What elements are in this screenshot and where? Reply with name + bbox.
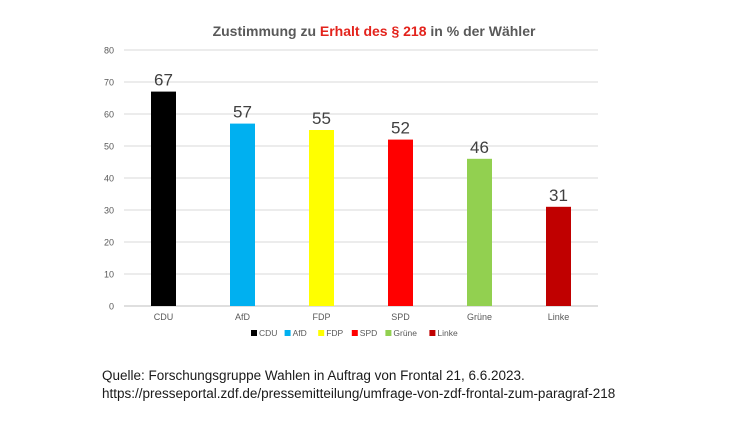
legend-label: AfD: [293, 328, 307, 338]
legend-swatch: [351, 330, 358, 336]
y-tick-label: 20: [104, 238, 114, 248]
bar-linke: [546, 206, 571, 306]
legend-label: Grüne: [393, 328, 417, 338]
y-tick-label: 40: [104, 174, 114, 184]
y-tick-label: 70: [104, 78, 114, 88]
bar-grüne: [467, 158, 492, 306]
legend-swatch: [251, 330, 257, 336]
legend-swatch: [284, 330, 291, 336]
source-note: Quelle: Forschungsgruppe Wahlen in Auftr…: [102, 367, 615, 403]
legend-label: FDP: [326, 328, 343, 338]
x-tick-label: SPD: [391, 312, 410, 322]
y-tick-label: 10: [104, 270, 114, 280]
x-tick-label: Grüne: [467, 312, 492, 322]
legend-label: CDU: [259, 328, 277, 338]
x-tick-label: AfD: [235, 312, 251, 322]
legend-label: Linke: [437, 328, 458, 338]
bar-afd: [230, 123, 255, 306]
bar-cdu: [151, 91, 176, 306]
bar-spd: [388, 139, 413, 306]
legend-swatch: [385, 330, 392, 336]
y-tick-label: 30: [104, 206, 114, 216]
chart-title-part: in % der Wähler: [426, 23, 536, 39]
y-tick-label: 0: [109, 302, 114, 312]
y-tick-label: 50: [104, 142, 114, 152]
source-line-2: https://presseportal.zdf.de/pressemittei…: [102, 386, 616, 401]
legend-label: SPD: [360, 328, 377, 338]
x-tick-label: CDU: [154, 312, 174, 322]
legend-swatch: [429, 330, 436, 336]
x-tick-label: FDP: [313, 312, 331, 322]
data-label: 57: [233, 103, 252, 122]
y-tick-label: 80: [104, 46, 114, 56]
legend-swatch: [318, 330, 325, 336]
data-label: 55: [312, 109, 331, 128]
bar-chart: 0 10 20 30 40 50 60 70 80 67 CDU 57 AfD 55 FDP 52 SPD 46 G…: [104, 46, 598, 338]
data-label: 52: [391, 119, 410, 138]
chart-title: Zustimmung zu Erhalt des § 218 in % der …: [0, 23, 748, 39]
data-label: 46: [470, 138, 489, 157]
bar-fdp: [309, 130, 334, 306]
source-line-1: Quelle: Forschungsgruppe Wahlen in Auftr…: [102, 368, 525, 383]
y-tick-label: 60: [104, 110, 114, 120]
data-label: 31: [549, 186, 568, 205]
chart-title-part: Zustimmung zu: [212, 23, 320, 39]
chart-title-highlight: Erhalt des § 218: [319, 23, 427, 39]
data-label: 67: [154, 71, 173, 90]
x-tick-label: Linke: [548, 312, 570, 322]
